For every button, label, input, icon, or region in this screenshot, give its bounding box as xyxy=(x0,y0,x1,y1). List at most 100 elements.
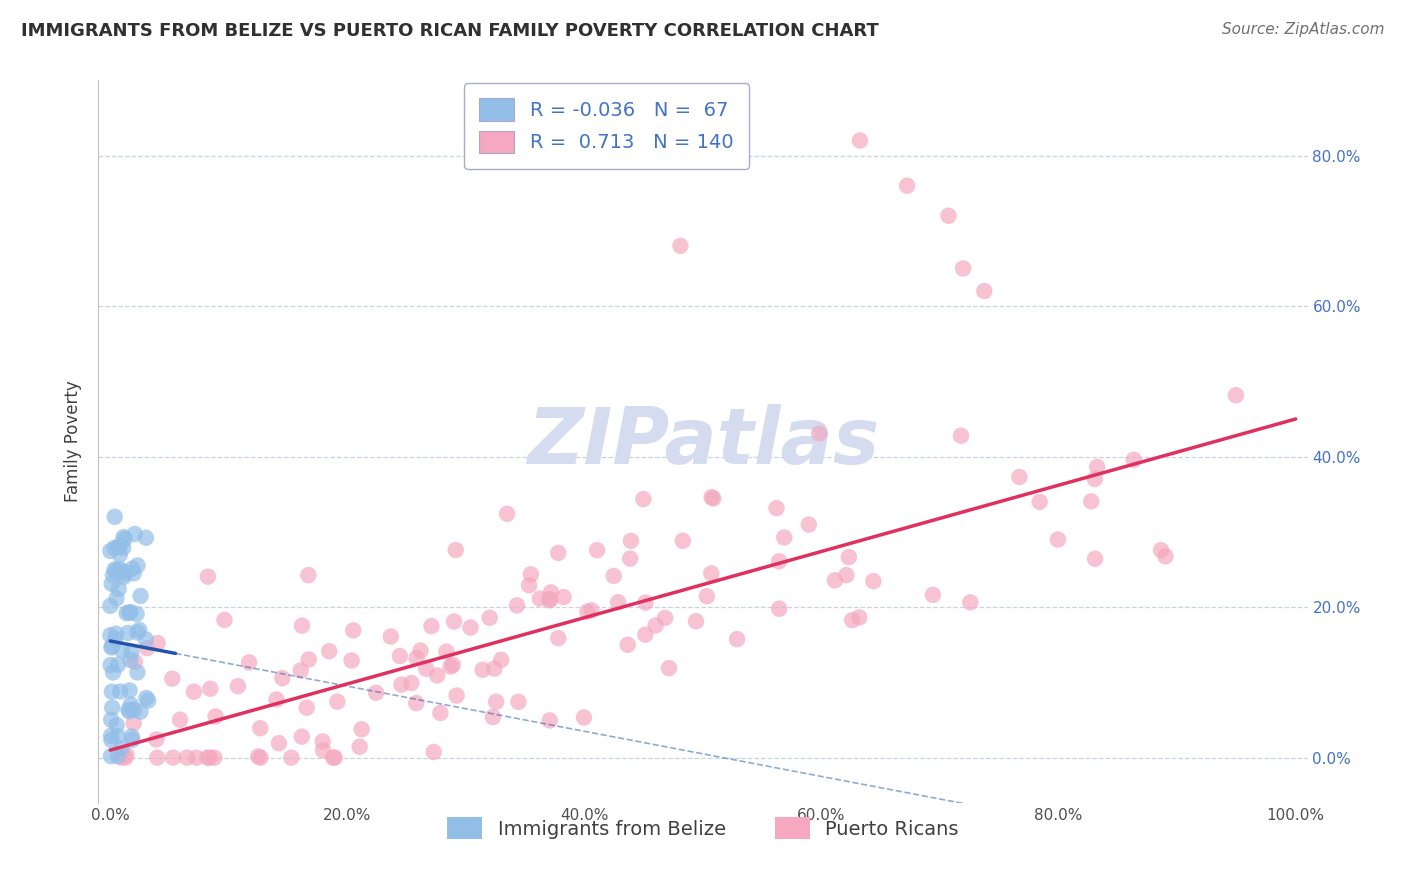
Point xyxy=(100,658,122,673)
Legend: Immigrants from Belize, Puerto Ricans: Immigrants from Belize, Puerto Ricans xyxy=(440,809,966,847)
Point xyxy=(672,533,695,548)
Text: Source: ZipAtlas.com: Source: ZipAtlas.com xyxy=(1222,22,1385,37)
Point xyxy=(547,631,569,645)
Point xyxy=(768,601,790,615)
Point xyxy=(973,284,995,298)
Point xyxy=(685,614,707,628)
Point xyxy=(100,640,122,655)
Point xyxy=(112,567,135,582)
Point xyxy=(420,619,443,633)
Point xyxy=(112,570,135,584)
Point xyxy=(773,531,796,545)
Point xyxy=(122,566,145,581)
Point xyxy=(111,643,134,657)
Point xyxy=(540,585,562,599)
Point xyxy=(107,729,129,743)
Point xyxy=(586,543,609,558)
Point xyxy=(125,607,148,621)
Point xyxy=(619,551,641,566)
Text: ZIPatlas: ZIPatlas xyxy=(527,403,879,480)
Point xyxy=(471,663,494,677)
Point xyxy=(921,588,943,602)
Point xyxy=(117,626,139,640)
Point xyxy=(538,714,561,728)
Point xyxy=(633,492,655,507)
Point xyxy=(478,611,501,625)
Point xyxy=(129,589,152,603)
Point xyxy=(581,603,603,617)
Point xyxy=(429,706,451,720)
Point xyxy=(214,613,236,627)
Point xyxy=(101,639,124,653)
Point xyxy=(700,490,723,504)
Point xyxy=(538,592,561,607)
Point xyxy=(1085,459,1108,474)
Point xyxy=(98,544,121,558)
Point xyxy=(104,509,127,524)
Point xyxy=(441,657,464,672)
Point xyxy=(124,527,146,541)
Point xyxy=(266,692,288,706)
Point xyxy=(489,653,512,667)
Point xyxy=(105,591,128,606)
Point xyxy=(1046,533,1069,547)
Point xyxy=(482,710,505,724)
Point xyxy=(405,696,427,710)
Point xyxy=(388,648,411,663)
Point xyxy=(100,577,122,591)
Point xyxy=(654,611,676,625)
Point xyxy=(118,683,141,698)
Point xyxy=(249,750,271,764)
Point xyxy=(105,718,128,732)
Point xyxy=(104,632,127,647)
Point xyxy=(136,641,159,656)
Point xyxy=(117,703,139,717)
Point xyxy=(100,713,122,727)
Point xyxy=(326,695,349,709)
Point xyxy=(114,532,136,546)
Point xyxy=(183,684,205,698)
Point xyxy=(204,709,226,723)
Point xyxy=(634,596,657,610)
Point xyxy=(238,656,260,670)
Point xyxy=(162,750,184,764)
Point xyxy=(422,745,444,759)
Point xyxy=(443,615,465,629)
Point xyxy=(808,426,831,441)
Point xyxy=(112,564,135,578)
Point xyxy=(938,209,960,223)
Point xyxy=(952,261,974,276)
Point xyxy=(862,574,884,589)
Point xyxy=(226,679,249,693)
Point xyxy=(436,645,458,659)
Point xyxy=(520,567,543,582)
Point xyxy=(1080,494,1102,508)
Point xyxy=(121,732,143,747)
Text: IMMIGRANTS FROM BELIZE VS PUERTO RICAN FAMILY POVERTY CORRELATION CHART: IMMIGRANTS FROM BELIZE VS PUERTO RICAN F… xyxy=(21,22,879,40)
Point xyxy=(100,749,122,764)
Point xyxy=(127,665,149,680)
Point xyxy=(1008,470,1031,484)
Point xyxy=(311,734,333,748)
Point xyxy=(118,704,141,718)
Point xyxy=(959,595,981,609)
Point xyxy=(120,645,142,659)
Point xyxy=(146,636,169,650)
Point xyxy=(101,665,124,680)
Point xyxy=(98,599,121,613)
Point xyxy=(508,695,530,709)
Point xyxy=(105,626,128,640)
Point xyxy=(107,749,129,764)
Point xyxy=(838,550,860,565)
Point xyxy=(202,750,225,764)
Point xyxy=(118,606,141,620)
Point xyxy=(342,624,364,638)
Point xyxy=(644,618,666,632)
Point xyxy=(135,632,157,647)
Point xyxy=(841,613,863,627)
Point xyxy=(110,684,132,698)
Point xyxy=(197,569,219,583)
Point xyxy=(446,689,468,703)
Point xyxy=(146,750,169,764)
Point xyxy=(1084,551,1107,566)
